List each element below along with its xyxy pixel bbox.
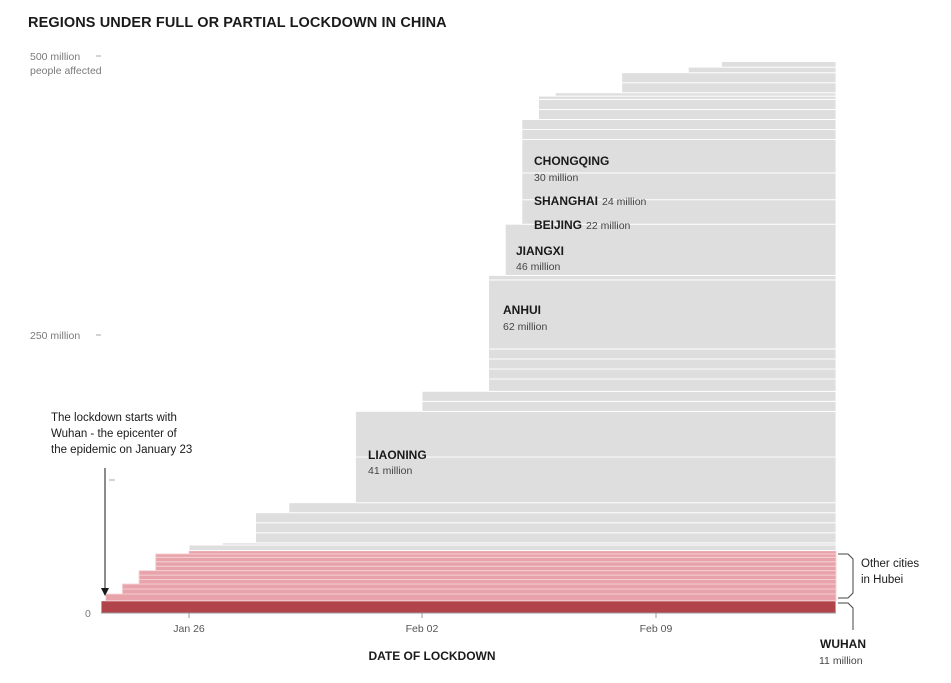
bar-hubei-10 [155, 553, 837, 558]
x-tick-jan26: Jan 26 [173, 623, 205, 635]
bar-hubei-6 [138, 570, 837, 576]
y-tick-0: 0 [85, 608, 91, 620]
bar-other-20 [421, 400, 837, 412]
label-beijing-line: BEIJING 22 million [534, 218, 631, 232]
bar-other-21 [421, 390, 837, 402]
label-anhui: ANHUI [503, 303, 541, 317]
value-beijing: 22 million [586, 220, 631, 232]
bar-hubei-2 [121, 588, 837, 595]
bar-jiangxi [504, 223, 837, 276]
bar-other-12 [188, 544, 837, 552]
bar-hubei-9 [155, 556, 837, 563]
value-shanghai: 24 million [602, 196, 647, 208]
bar-anhui [488, 279, 837, 350]
bar-other-16 [255, 512, 837, 524]
bar-other-36 [538, 95, 837, 100]
label-shanghai: SHANGHAI [534, 194, 598, 208]
bar-other-34 [538, 109, 837, 120]
y-tick-250: 250 million [30, 330, 80, 342]
bar-hubei-4 [138, 579, 837, 585]
x-axis-label: DATE OF LOCKDOWN [368, 649, 495, 663]
bar-hubei-3 [121, 583, 837, 590]
x-tick-feb02: Feb 02 [406, 623, 439, 635]
bar-other-18 [354, 456, 837, 504]
bar-other-22 [488, 378, 837, 392]
bar-other-40 [687, 66, 837, 74]
label-beijing: BEIJING [534, 218, 582, 232]
bar-hubei-11 [188, 550, 837, 555]
bars-group [100, 61, 837, 614]
bar-other-25 [488, 348, 837, 360]
label-liaoning: LIAONING [368, 448, 427, 462]
value-jiangxi: 46 million [516, 261, 561, 273]
hubei-bracket [838, 553, 854, 599]
value-liaoning: 41 million [368, 465, 413, 477]
bar-hubei-1 [105, 593, 837, 602]
bar-liaoning [354, 410, 837, 458]
wuhan-label: WUHAN [820, 637, 866, 651]
y-tick-500-sublabel: people affected [30, 65, 102, 77]
bar-hubei-5 [138, 574, 837, 581]
bar-other-35 [538, 98, 837, 110]
hubei-label-line-1: Other cities [861, 558, 919, 570]
label-shanghai-line: SHANGHAI 24 million [534, 194, 647, 208]
bar-other-39 [621, 72, 837, 84]
lockdown-arrow-head [101, 588, 109, 596]
bar-hubei-7 [155, 565, 837, 572]
chart-title: REGIONS UNDER FULL OR PARTIAL LOCKDOWN I… [28, 15, 447, 31]
bar-other-37 [554, 92, 837, 97]
lockdown-note-line-1: The lockdown starts with [51, 412, 177, 424]
bar-other-38 [621, 82, 837, 94]
y-tick-500: 500 million [30, 51, 80, 63]
bar-other-33 [521, 119, 837, 130]
bar-shanghai [521, 172, 837, 201]
bar-other-17 [288, 502, 837, 514]
bar-beijing [521, 199, 837, 225]
hubei-label-line-2: in Hubei [861, 574, 903, 586]
bar-wuhan [100, 600, 837, 614]
bar-other-14 [255, 532, 837, 544]
label-jiangxi: JIANGXI [516, 244, 564, 258]
x-tick-feb09: Feb 09 [640, 623, 673, 635]
bar-other-32 [521, 129, 837, 141]
value-chongqing: 30 million [534, 172, 579, 184]
label-chongqing: CHONGQING [534, 154, 609, 168]
bar-other-24 [488, 358, 837, 370]
value-anhui: 62 million [503, 321, 548, 333]
wuhan-value: 11 million [819, 655, 863, 667]
wuhan-bracket [838, 602, 854, 630]
bar-other-23 [488, 368, 837, 380]
bar-other-27 [488, 275, 837, 281]
bar-other-41 [721, 61, 837, 68]
lockdown-note-line-3: the epidemic on January 23 [51, 444, 192, 456]
lockdown-note-line-2: Wuhan - the epicenter of [51, 428, 178, 440]
bar-other-15 [255, 522, 837, 534]
bar-hubei-8 [155, 561, 837, 567]
